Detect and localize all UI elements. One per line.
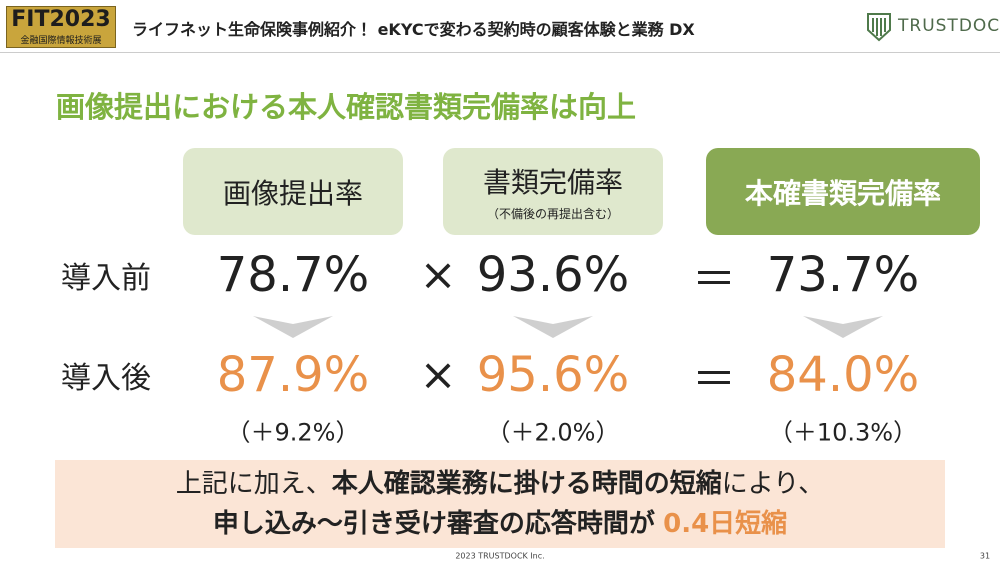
column-note: （不備後の再提出含む） (486, 207, 619, 221)
logo-sub: 金融国際情報技術展 (20, 36, 102, 46)
operator: × (419, 249, 457, 301)
operator: × (419, 349, 457, 401)
column-header: 書類完備率 （不備後の再提出含む） (443, 148, 663, 235)
change: （＋2.0%） (486, 418, 620, 447)
summary-bold: 本人確認業務に掛ける時間の短縮 (331, 469, 722, 499)
value: 93.6% (476, 247, 630, 303)
arrow (253, 316, 333, 338)
column-header: 画像提出率 (183, 148, 403, 235)
header-title: ライフネット生命保険事例紹介！ eKYCで変わる契約時の顧客体験と業務 DX (132, 20, 695, 39)
heading: 画像提出における本人確認書類完備率は向上 (56, 90, 637, 124)
change: （＋9.2%） (226, 418, 360, 447)
header-rule (0, 52, 1000, 53)
operator: ＝ (692, 354, 736, 405)
logo: FIT2023 (11, 7, 111, 32)
change: （＋10.3%） (768, 418, 918, 447)
column-label: 画像提出率 (222, 176, 363, 210)
row-label: 導入後 (61, 361, 151, 396)
summary-highlight: 0.4日短縮 (663, 509, 788, 539)
column-header: 本確書類完備率 (706, 148, 980, 235)
summary-box: 上記に加え、本人確認業務に掛ける時間の短縮により、 申し込み～引き受け審査の応答… (55, 460, 945, 548)
brand: TRUSTDOCK (898, 16, 1000, 36)
summary-bold: 申し込み～引き受け審査の応答時間が (212, 509, 655, 539)
value: 73.7% (766, 247, 920, 303)
summary-text: により、 (721, 469, 825, 499)
value: 87.9% (216, 347, 370, 403)
summary-line: 上記に加え、本人確認業務に掛ける時間の短縮により、 (55, 464, 945, 504)
copyright: 2023 TRUSTDOCK Inc. (455, 551, 545, 561)
brand-icon (867, 13, 891, 42)
operator: ＝ (692, 254, 736, 305)
arrow (803, 316, 883, 338)
summary-line: 申し込み～引き受け審査の応答時間が 0.4日短縮 (55, 504, 945, 544)
value: 95.6% (476, 347, 630, 403)
row-label: 導入前 (61, 261, 151, 296)
arrow (513, 316, 593, 338)
value: 84.0% (766, 347, 920, 403)
column-label: 書類完備率 (482, 166, 623, 199)
page-number: 31 (979, 551, 991, 561)
logo-box: FIT2023 金融国際情報技術展 (6, 6, 116, 48)
summary-text: 上記に加え、 (175, 469, 332, 499)
value: 78.7% (216, 247, 370, 303)
column-label: 本確書類完備率 (744, 176, 941, 210)
